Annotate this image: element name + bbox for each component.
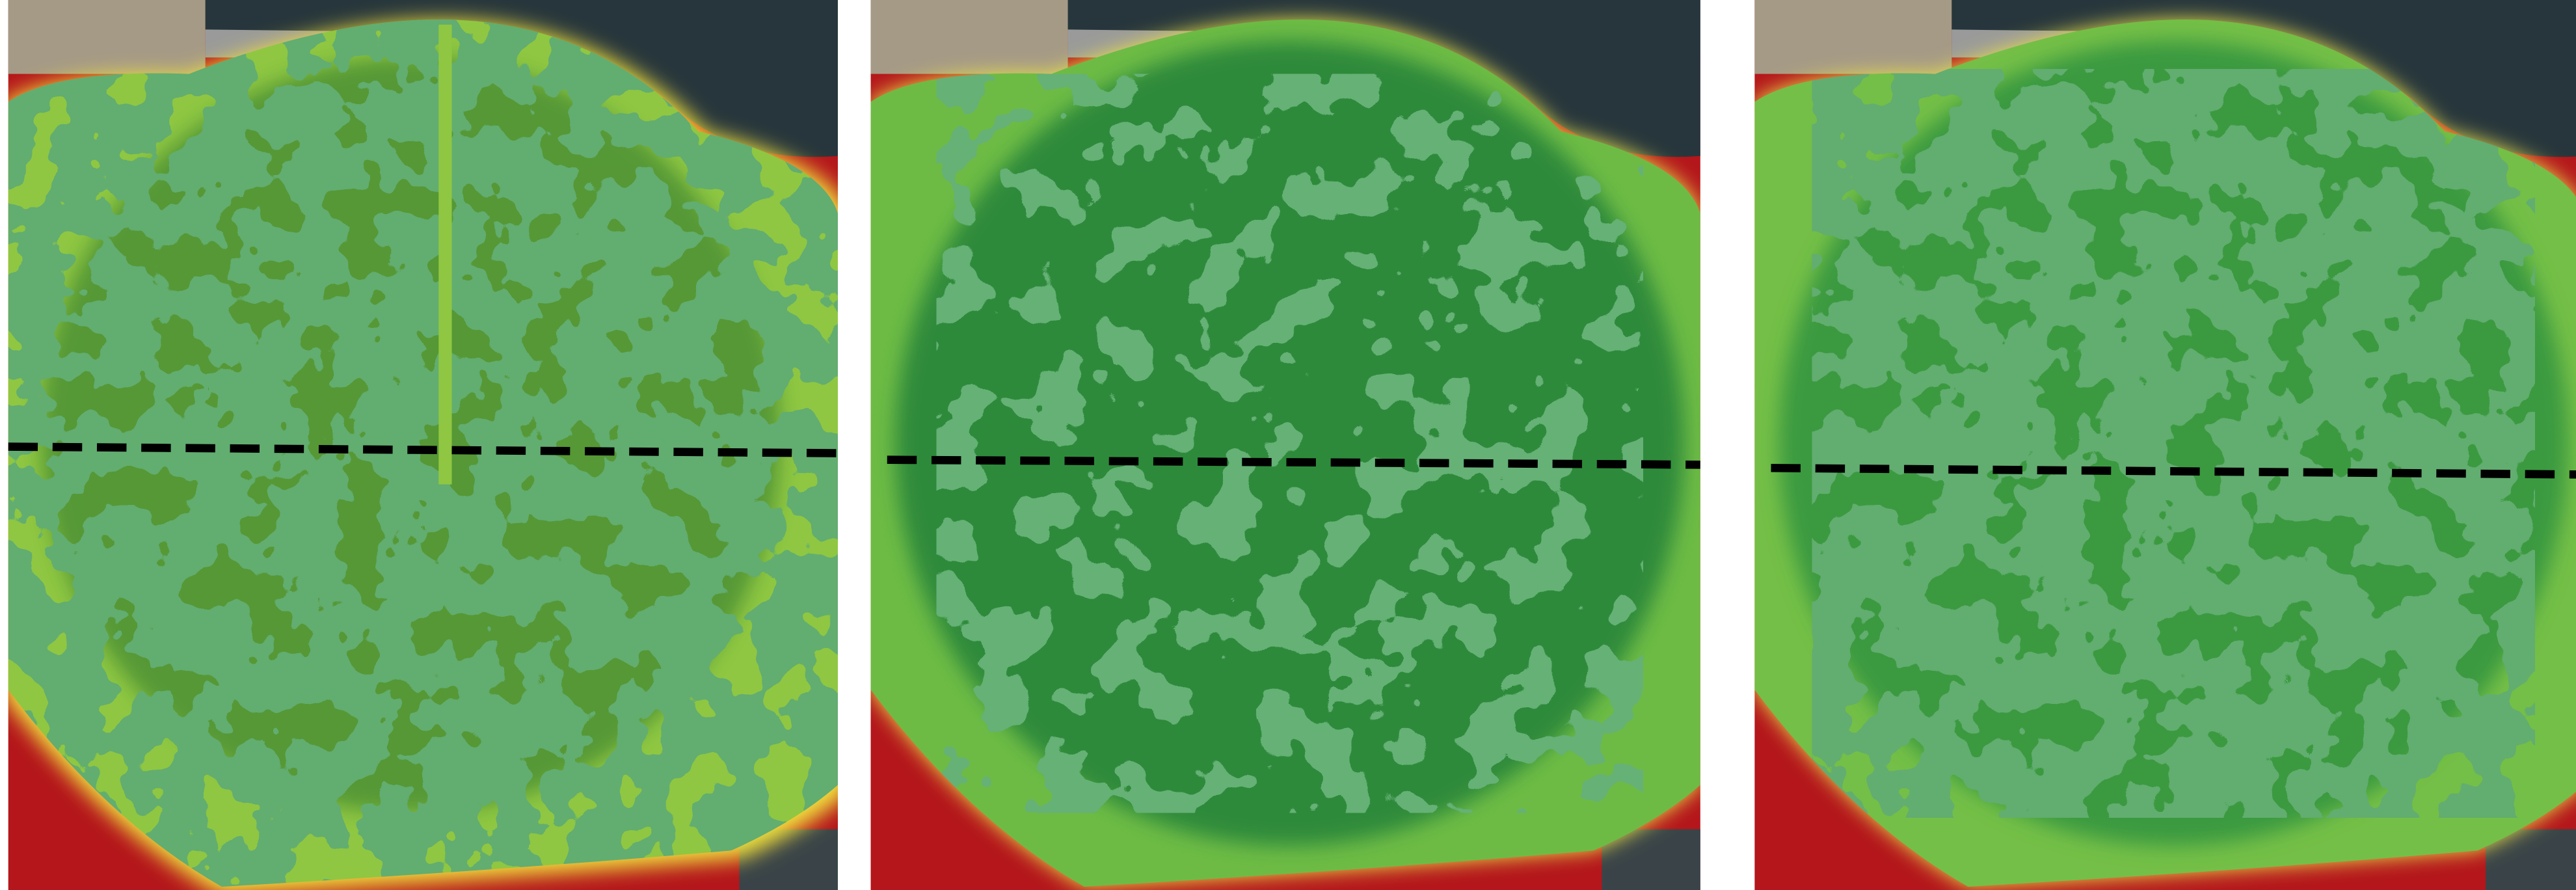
map-panel bbox=[870, 0, 1700, 890]
map-panel bbox=[8, 0, 839, 890]
divider-line bbox=[8, 442, 839, 457]
divider-line bbox=[887, 455, 1700, 469]
map-panel bbox=[1754, 0, 2576, 890]
divider-line bbox=[1771, 464, 2576, 479]
